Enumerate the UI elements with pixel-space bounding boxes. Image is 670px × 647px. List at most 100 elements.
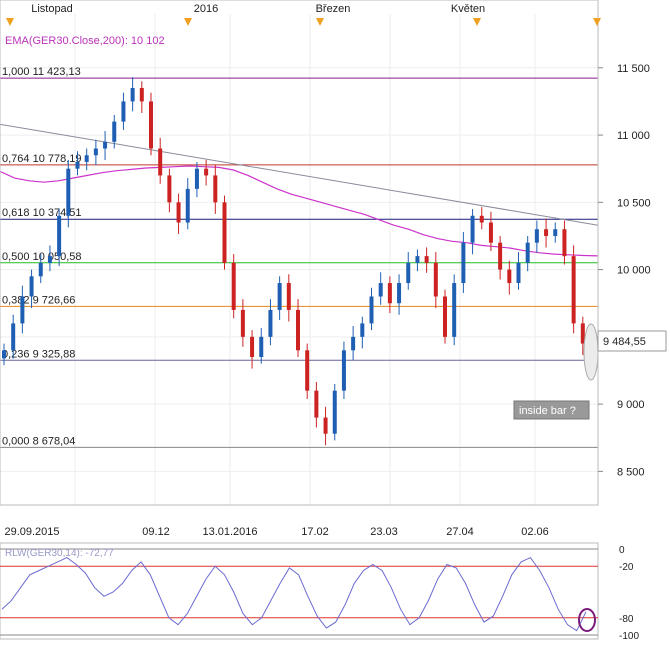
- y-tick-label-3: 10 000: [617, 265, 651, 277]
- main-frame: [0, 0, 599, 506]
- candle-body-43: [397, 283, 402, 304]
- fib-label-5: 0,236 9 325,88: [2, 348, 75, 360]
- candle-body-57: [525, 242, 530, 263]
- fib-label-4: 0,382 9 726,66: [2, 294, 75, 306]
- candle-body-45: [415, 256, 420, 263]
- bottom-axis-label-4: 23.03: [370, 526, 398, 538]
- candle-body-22: [204, 168, 209, 176]
- rsi-tick-label-2: -80: [619, 614, 634, 625]
- fib-label-0: 1,000 11 423,13: [2, 66, 81, 78]
- y-tick-label-2: 10 500: [617, 197, 651, 209]
- fib-label-3: 0,500 10 050,58: [2, 251, 82, 263]
- candle-body-15: [139, 87, 144, 102]
- y-tick-label-6: 8 500: [617, 466, 645, 478]
- rsi-tick-label-0: 0: [619, 545, 625, 556]
- rsi-highlight-circle: [578, 608, 596, 632]
- candle-body-14: [130, 87, 135, 102]
- candle-body-13: [121, 101, 126, 122]
- candle-body-16: [149, 101, 153, 149]
- candle-body-53: [488, 222, 493, 243]
- candle-body-28: [259, 336, 264, 358]
- bottom-axis-label-6: 02.06: [521, 526, 549, 538]
- bottom-axis-label-3: 17.02: [301, 526, 329, 538]
- candle-body-27: [250, 336, 255, 358]
- candle-body-9: [84, 155, 89, 162]
- candle-body-37: [341, 350, 346, 391]
- fib-label-2: 0,618 10 374,51: [2, 207, 82, 219]
- candle-body-51: [470, 215, 475, 243]
- candle-body-18: [167, 175, 172, 203]
- candle-body-11: [103, 141, 108, 149]
- candle-body-62: [571, 256, 576, 324]
- candles: [2, 77, 585, 446]
- current-price-label: 9 484,55: [603, 336, 646, 348]
- period-marker-4: [593, 18, 601, 26]
- candle-body-32: [296, 309, 300, 351]
- rsi-tick-label-1: -20: [619, 562, 634, 573]
- rsi-frame: [0, 542, 599, 640]
- candle-body-50: [461, 242, 466, 284]
- candle-body-8: [75, 161, 80, 169]
- candle-body-40: [369, 296, 374, 324]
- candle-body-46: [424, 256, 429, 263]
- candle-body-6: [57, 215, 62, 257]
- candle-body-19: [176, 202, 181, 223]
- candle-body-35: [323, 417, 328, 434]
- candle-body-56: [516, 262, 521, 284]
- candle-body-4: [38, 262, 43, 277]
- bottom-axis: 29.09.2015 09.12 13.01.2016 17.02 23.03 27.04…: [4, 526, 548, 538]
- top-axis-label-2: Březen: [316, 3, 351, 15]
- candle-body-34: [314, 390, 319, 418]
- fib-label-6: 0,000 8 678,04: [2, 435, 75, 447]
- candle-body-59: [544, 229, 549, 236]
- candle-body-54: [498, 242, 503, 270]
- rsi-line: [1, 556, 587, 632]
- bottom-axis-label-2: 13.01.2016: [202, 526, 257, 538]
- inside-bar-text: inside bar ?: [519, 405, 576, 417]
- fib-label-1: 0,764 10 778,19: [2, 153, 82, 165]
- rsi-label: RLW(GER30,14): -72,77: [5, 548, 114, 559]
- candle-body-44: [406, 262, 411, 284]
- candle-body-3: [29, 276, 34, 297]
- candle-body-0: [2, 350, 6, 359]
- top-axis-label-3: Květen: [451, 3, 485, 15]
- top-axis-label-0: Listopad: [31, 3, 73, 15]
- candle-body-61: [562, 229, 567, 257]
- inside-bar-callout: [513, 400, 590, 420]
- candle-body-38: [351, 336, 356, 351]
- top-axis: Listopad 2016 Březen Květen: [6, 3, 601, 26]
- candle-body-58: [534, 229, 539, 243]
- grid: [0, 14, 598, 505]
- rsi-panel: 0 -20 -80 -100: [0, 545, 639, 642]
- candle-body-7: [66, 168, 71, 216]
- candle-body-21: [194, 168, 199, 189]
- candle-body-33: [305, 350, 310, 391]
- candle-body-24: [222, 202, 227, 263]
- y-tick-label-1: 11 000: [617, 130, 650, 142]
- top-axis-label-1: 2016: [194, 3, 218, 15]
- candle-body-31: [286, 283, 291, 310]
- candle-body-39: [360, 323, 365, 337]
- candle-body-25: [231, 262, 236, 310]
- candle-body-47: [433, 262, 438, 297]
- candle-body-63: [580, 323, 585, 344]
- candle-body-2: [20, 296, 25, 324]
- price-tag: [597, 330, 667, 352]
- candle-body-49: [452, 283, 457, 337]
- candle-body-5: [47, 256, 52, 263]
- candle-body-30: [277, 283, 282, 310]
- trendline: [0, 123, 599, 226]
- candle-body-20: [185, 188, 190, 223]
- candle-body-48: [443, 296, 447, 337]
- rsi-tick-label-3: -100: [619, 631, 639, 642]
- candle-body-26: [240, 309, 245, 337]
- candle-body-23: [213, 175, 218, 203]
- candle-body-55: [507, 269, 512, 284]
- bottom-axis-label-5: 27.04: [446, 526, 474, 538]
- candle-body-41: [378, 283, 383, 297]
- bottom-axis-label-0: 29.09.2015: [4, 526, 59, 538]
- period-marker-2: [316, 18, 324, 26]
